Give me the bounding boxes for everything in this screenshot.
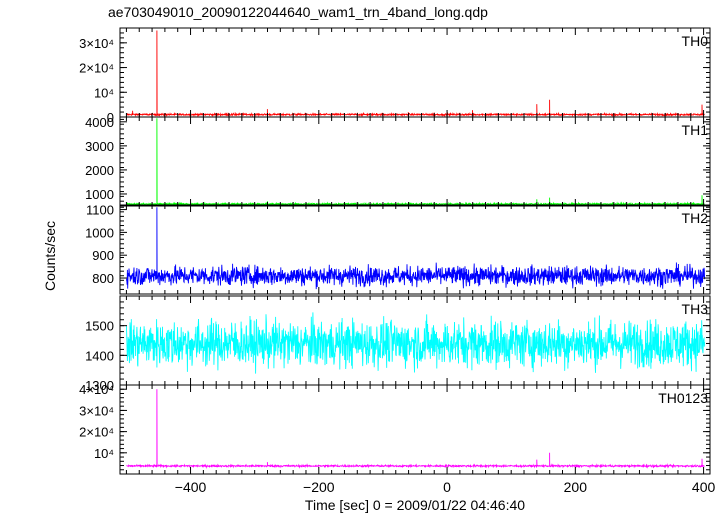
- y-tick-label: 0: [107, 110, 114, 125]
- series-line-th1: [125, 118, 705, 206]
- x-tick-label: 0: [443, 479, 451, 495]
- y-tick-label: 2×10⁴: [79, 61, 114, 76]
- x-axis-label: Time [sec] 0 = 2009/01/22 04:46:40: [304, 497, 526, 513]
- y-tick-label: 2000: [85, 163, 114, 178]
- y-tick-label: 3×10⁴: [79, 403, 114, 418]
- panel-label-th1: TH1: [682, 122, 709, 138]
- panel-frame-th1: [119, 116, 711, 207]
- panel-frame-th2: [119, 204, 711, 295]
- y-tick-label: 4000: [85, 115, 114, 130]
- panel-label-th0123: TH0123: [658, 390, 708, 406]
- panel-frame-th0123: [119, 384, 711, 475]
- y-tick-label: 1400: [85, 348, 114, 363]
- chart-title: ae703049010_20090122044640_wam1_trn_4ban…: [108, 4, 488, 20]
- x-tick-label: 200: [564, 479, 588, 495]
- series-line-th3: [125, 312, 706, 374]
- series-line-th0: [126, 30, 705, 117]
- y-tick-label: 3000: [85, 139, 114, 154]
- y-tick-label: 1300: [85, 378, 114, 393]
- y-tick-label: 1000: [85, 225, 114, 240]
- panel-label-th0: TH0: [682, 33, 709, 49]
- x-tick-label: 400: [692, 479, 716, 495]
- y-tick-label: 800: [92, 271, 114, 286]
- panel-label-th3: TH3: [682, 301, 709, 317]
- y-tick-label: 3×10⁴: [79, 36, 114, 51]
- y-tick-label: 900: [92, 248, 114, 263]
- y-tick-label: 4×10⁴: [79, 382, 114, 397]
- y-tick-label: 10⁴: [94, 85, 114, 100]
- x-tick-label: −200: [303, 479, 335, 495]
- x-tick-label: −400: [175, 479, 207, 495]
- y-tick-label: 1000: [85, 187, 114, 202]
- panel-label-th2: TH2: [682, 210, 709, 226]
- y-axis-label: Counts/sec: [42, 220, 58, 292]
- y-tick-label: 1100: [86, 203, 114, 218]
- panel-frame-th0: [119, 27, 711, 118]
- y-tick-label: 1500: [85, 319, 114, 334]
- series-line-th2: [125, 207, 706, 290]
- y-tick-label: 10⁴: [94, 446, 114, 461]
- y-tick-label: 2×10⁴: [79, 425, 114, 440]
- series-line-th0123: [126, 389, 705, 469]
